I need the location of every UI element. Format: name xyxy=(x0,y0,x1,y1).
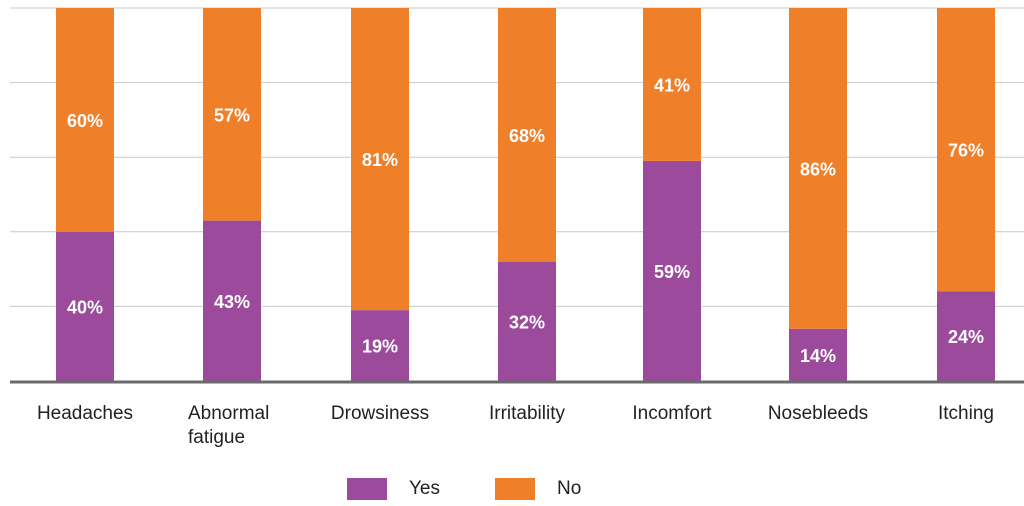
bar-segment-no xyxy=(351,8,409,311)
bars xyxy=(56,8,995,381)
category-label: Headaches xyxy=(37,403,133,424)
category-label-line: Nosebleeds xyxy=(768,403,868,424)
chart-svg: 40% 60% 43% 57% 19% 81% 32% 68% 59% 41% 14% 86% 24% 7… xyxy=(10,7,1024,448)
data-label-no: 76% xyxy=(948,141,984,161)
data-label-yes: 43% xyxy=(214,292,250,312)
bar-segment-no xyxy=(498,8,556,262)
category-label-line: Incomfort xyxy=(632,403,712,424)
category-label: Irritability xyxy=(489,403,566,424)
category-label: Nosebleeds xyxy=(768,403,868,424)
bar-segment-no xyxy=(203,8,261,221)
data-label-no: 68% xyxy=(509,126,545,146)
bar-segment-yes xyxy=(56,231,114,381)
legend-item-yes: Yes xyxy=(347,478,440,500)
data-label-yes: 14% xyxy=(800,346,836,366)
bar-segment-yes xyxy=(351,310,409,381)
data-label-no: 86% xyxy=(800,159,836,179)
data-label-yes: 19% xyxy=(362,337,398,357)
category-label-line: Drowsiness xyxy=(331,403,429,424)
bar-segment-yes xyxy=(937,291,995,381)
legend-label-no: No xyxy=(557,478,582,499)
legend-swatch-no xyxy=(495,478,535,500)
bar-segment-yes xyxy=(789,328,847,381)
bar-labels: 40% 60% 43% 57% 19% 81% 32% 68% 59% 41% 14% 86% 24% 7… xyxy=(67,75,984,365)
category-label-line: fatigue xyxy=(188,427,245,448)
bar-segment-yes xyxy=(203,220,261,381)
data-label-no: 60% xyxy=(67,111,103,131)
data-label-yes: 32% xyxy=(509,312,545,332)
legend-swatch-yes xyxy=(347,478,387,500)
data-label-no: 41% xyxy=(654,75,690,95)
legend-item-no: No xyxy=(495,478,581,500)
category-label: Abnormal fatigue xyxy=(188,403,269,448)
bar-segment-yes xyxy=(643,160,701,381)
bar-segment-no xyxy=(789,8,847,329)
category-label-line: Itching xyxy=(938,403,994,424)
category-label-line: Headaches xyxy=(37,403,133,424)
data-label-no: 57% xyxy=(214,105,250,125)
legend-label-yes: Yes xyxy=(409,478,440,499)
data-label-yes: 24% xyxy=(948,327,984,347)
data-label-no: 81% xyxy=(362,150,398,170)
data-label-yes: 40% xyxy=(67,297,103,317)
bar-segment-no xyxy=(643,8,701,161)
category-label: Incomfort xyxy=(632,403,712,424)
category-label-line: Abnormal xyxy=(188,403,269,424)
legend: Yes No xyxy=(0,472,1024,502)
data-label-yes: 59% xyxy=(654,262,690,282)
category-label: Itching xyxy=(938,403,994,424)
category-labels: Headaches Abnormal fatigue Drowsiness Irrita… xyxy=(37,403,994,448)
bar-segment-no xyxy=(937,8,995,292)
category-label: Drowsiness xyxy=(331,403,429,424)
bar-segment-yes xyxy=(498,261,556,381)
bar-segment-no xyxy=(56,8,114,232)
category-label-line: Irritability xyxy=(489,403,566,424)
